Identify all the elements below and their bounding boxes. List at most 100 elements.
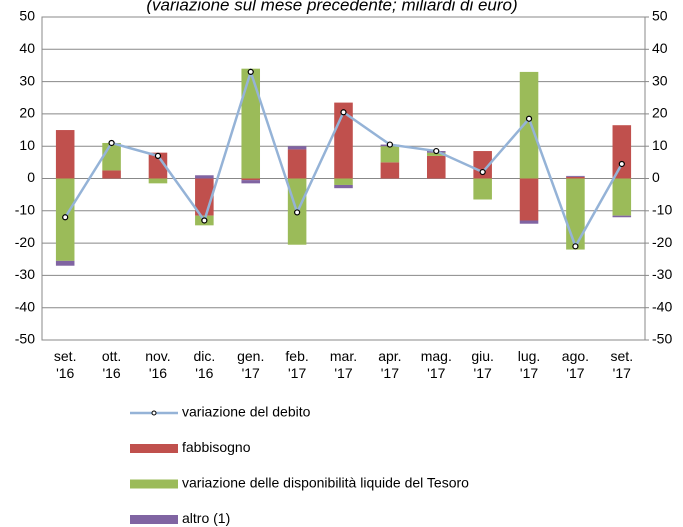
- chart-title: (variazione sul mese precedente; miliard…: [146, 0, 517, 14]
- legend-marker: [151, 410, 157, 416]
- legend-label: altro (1): [182, 510, 230, 526]
- bar: [612, 125, 632, 179]
- y-tick-label: 20: [19, 105, 35, 121]
- x-tick-label-line: '16: [56, 365, 74, 381]
- x-tick-label: set. '17: [611, 348, 634, 381]
- legend-label: fabbisogno: [182, 439, 251, 455]
- line-marker: [618, 160, 625, 168]
- y-tick-label: 30: [19, 72, 35, 88]
- x-tick-label-line: apr.: [378, 348, 401, 364]
- y-tick-label: -40: [15, 298, 35, 314]
- bar: [519, 71, 539, 179]
- bar: [287, 146, 307, 150]
- x-tick-label-line: '17: [242, 365, 260, 381]
- y2-tick-label: -30: [652, 266, 672, 282]
- line-marker: [247, 68, 254, 76]
- bar: [426, 155, 446, 179]
- x-tick-label: mag. '17: [421, 348, 452, 381]
- bar: [55, 130, 75, 179]
- y2-tick-label: -10: [652, 202, 672, 218]
- y2-tick-label: 50: [652, 8, 668, 24]
- line-marker: [340, 109, 347, 116]
- line-marker: [433, 147, 440, 155]
- y2-tick-label: -50: [652, 331, 672, 347]
- bar: [334, 178, 353, 185]
- legend-swatch: [130, 479, 178, 489]
- legend-label: variazione del debito: [182, 404, 311, 420]
- x-tick-label-line: mag.: [421, 348, 452, 364]
- bar: [380, 146, 400, 163]
- x-tick-label-line: '16: [195, 365, 213, 381]
- bar: [566, 178, 585, 250]
- bar: [612, 215, 632, 218]
- y-tick-label: 0: [27, 169, 35, 185]
- x-tick-label-line: set.: [54, 348, 77, 364]
- x-tick-label-line: mar.: [330, 348, 357, 364]
- bar: [612, 178, 632, 216]
- bar: [566, 175, 585, 177]
- x-tick-label-line: ott.: [102, 348, 121, 364]
- line-marker: [572, 243, 579, 250]
- x-tick-label: lug. '17: [518, 348, 541, 381]
- y-tick-label: -50: [15, 331, 35, 347]
- x-tick-label: mar. '17: [330, 348, 357, 381]
- line-marker: [201, 217, 208, 224]
- x-tick-label: ago. '17: [562, 348, 589, 381]
- line-marker: [294, 209, 301, 216]
- x-tick-label: giu. '17: [471, 348, 494, 381]
- bar: [241, 68, 261, 179]
- bar: [102, 142, 121, 171]
- x-tick-label-line: '17: [566, 365, 584, 381]
- x-tick-label-line: nov.: [145, 348, 170, 364]
- x-tick-label-line: '17: [474, 365, 492, 381]
- bar: [334, 184, 353, 189]
- y2-tick-label: 10: [652, 137, 668, 153]
- bar: [241, 178, 261, 181]
- bar: [287, 149, 307, 179]
- x-tick-label-line: dic.: [193, 348, 215, 364]
- x-tick-label-line: feb.: [285, 348, 308, 364]
- x-tick-label: nov. '16: [145, 348, 170, 381]
- x-tick-label-line: '16: [149, 365, 167, 381]
- bar: [241, 180, 261, 184]
- bar: [55, 260, 75, 266]
- bar: [148, 152, 168, 179]
- x-tick-label-line: gen.: [237, 348, 264, 364]
- y-tick-label: -10: [15, 202, 35, 218]
- y2-tick-label: 30: [652, 72, 668, 88]
- y2-tick-label: -40: [652, 298, 672, 314]
- bar: [473, 151, 492, 179]
- x-tick-label-line: '17: [613, 365, 631, 381]
- bar: [102, 170, 121, 179]
- legend-swatch: [130, 444, 178, 453]
- x-tick-label: gen. '17: [237, 348, 264, 381]
- bar: [195, 175, 214, 179]
- x-tick-label-line: '17: [288, 365, 306, 381]
- y-tick-label: -20: [15, 234, 35, 250]
- x-tick-label-line: set.: [611, 348, 634, 364]
- y-tick-label: 10: [19, 137, 35, 153]
- x-tick-label-line: '16: [102, 365, 120, 381]
- x-tick-label-line: '17: [427, 365, 445, 381]
- x-tick-label: ott. '16: [102, 348, 121, 381]
- bar: [426, 152, 446, 156]
- y2-tick-label: 0: [652, 169, 660, 185]
- bar: [566, 176, 585, 179]
- line-marker: [479, 168, 486, 176]
- x-tick-label-line: giu.: [471, 348, 494, 364]
- bar: [473, 178, 492, 200]
- legend-label: variazione delle disponibilità liquide d…: [182, 475, 469, 491]
- y2-tick-label: 40: [652, 40, 668, 56]
- y-tick-label: 50: [19, 8, 35, 24]
- line-marker: [386, 141, 393, 148]
- y-tick-label: -30: [15, 266, 35, 282]
- x-tick-label: dic. '16: [193, 348, 215, 381]
- line-marker: [62, 214, 69, 221]
- y-tick-label: 40: [19, 40, 35, 56]
- bar: [519, 220, 539, 224]
- x-tick-label-line: '17: [520, 365, 538, 381]
- line-marker: [108, 139, 115, 147]
- x-tick-label: feb. '17: [285, 348, 308, 381]
- line-marker: [154, 152, 162, 159]
